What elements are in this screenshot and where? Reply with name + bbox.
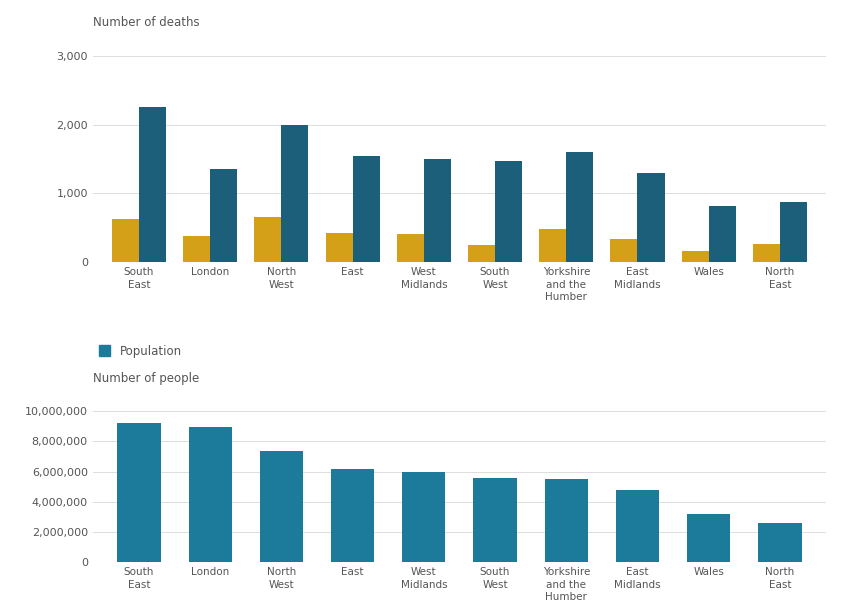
Text: Number of deaths: Number of deaths — [93, 16, 199, 29]
Bar — [780, 202, 807, 262]
Bar — [545, 479, 588, 562]
Bar — [210, 169, 237, 262]
Bar — [112, 219, 139, 262]
Bar — [424, 159, 451, 262]
Bar — [758, 522, 802, 562]
Bar — [753, 244, 780, 262]
Bar — [402, 472, 445, 562]
Bar — [282, 124, 309, 262]
Bar — [139, 108, 166, 262]
Bar — [255, 217, 282, 262]
Bar — [183, 236, 210, 262]
Bar — [325, 233, 352, 262]
Text: Number of people: Number of people — [93, 372, 199, 385]
Bar — [260, 451, 303, 562]
Bar — [117, 423, 161, 562]
Bar — [615, 490, 659, 562]
Bar — [331, 469, 374, 562]
Bar — [189, 427, 232, 562]
Legend: Population: Population — [99, 345, 182, 358]
Bar — [610, 239, 637, 262]
Bar — [352, 155, 379, 262]
Bar — [540, 229, 566, 262]
Bar — [397, 234, 424, 262]
Bar — [682, 251, 709, 262]
Bar — [495, 161, 522, 262]
Bar — [709, 205, 736, 262]
Bar — [474, 478, 517, 562]
Bar — [468, 245, 495, 262]
Bar — [566, 152, 593, 262]
Bar — [637, 173, 664, 262]
Bar — [687, 515, 730, 562]
